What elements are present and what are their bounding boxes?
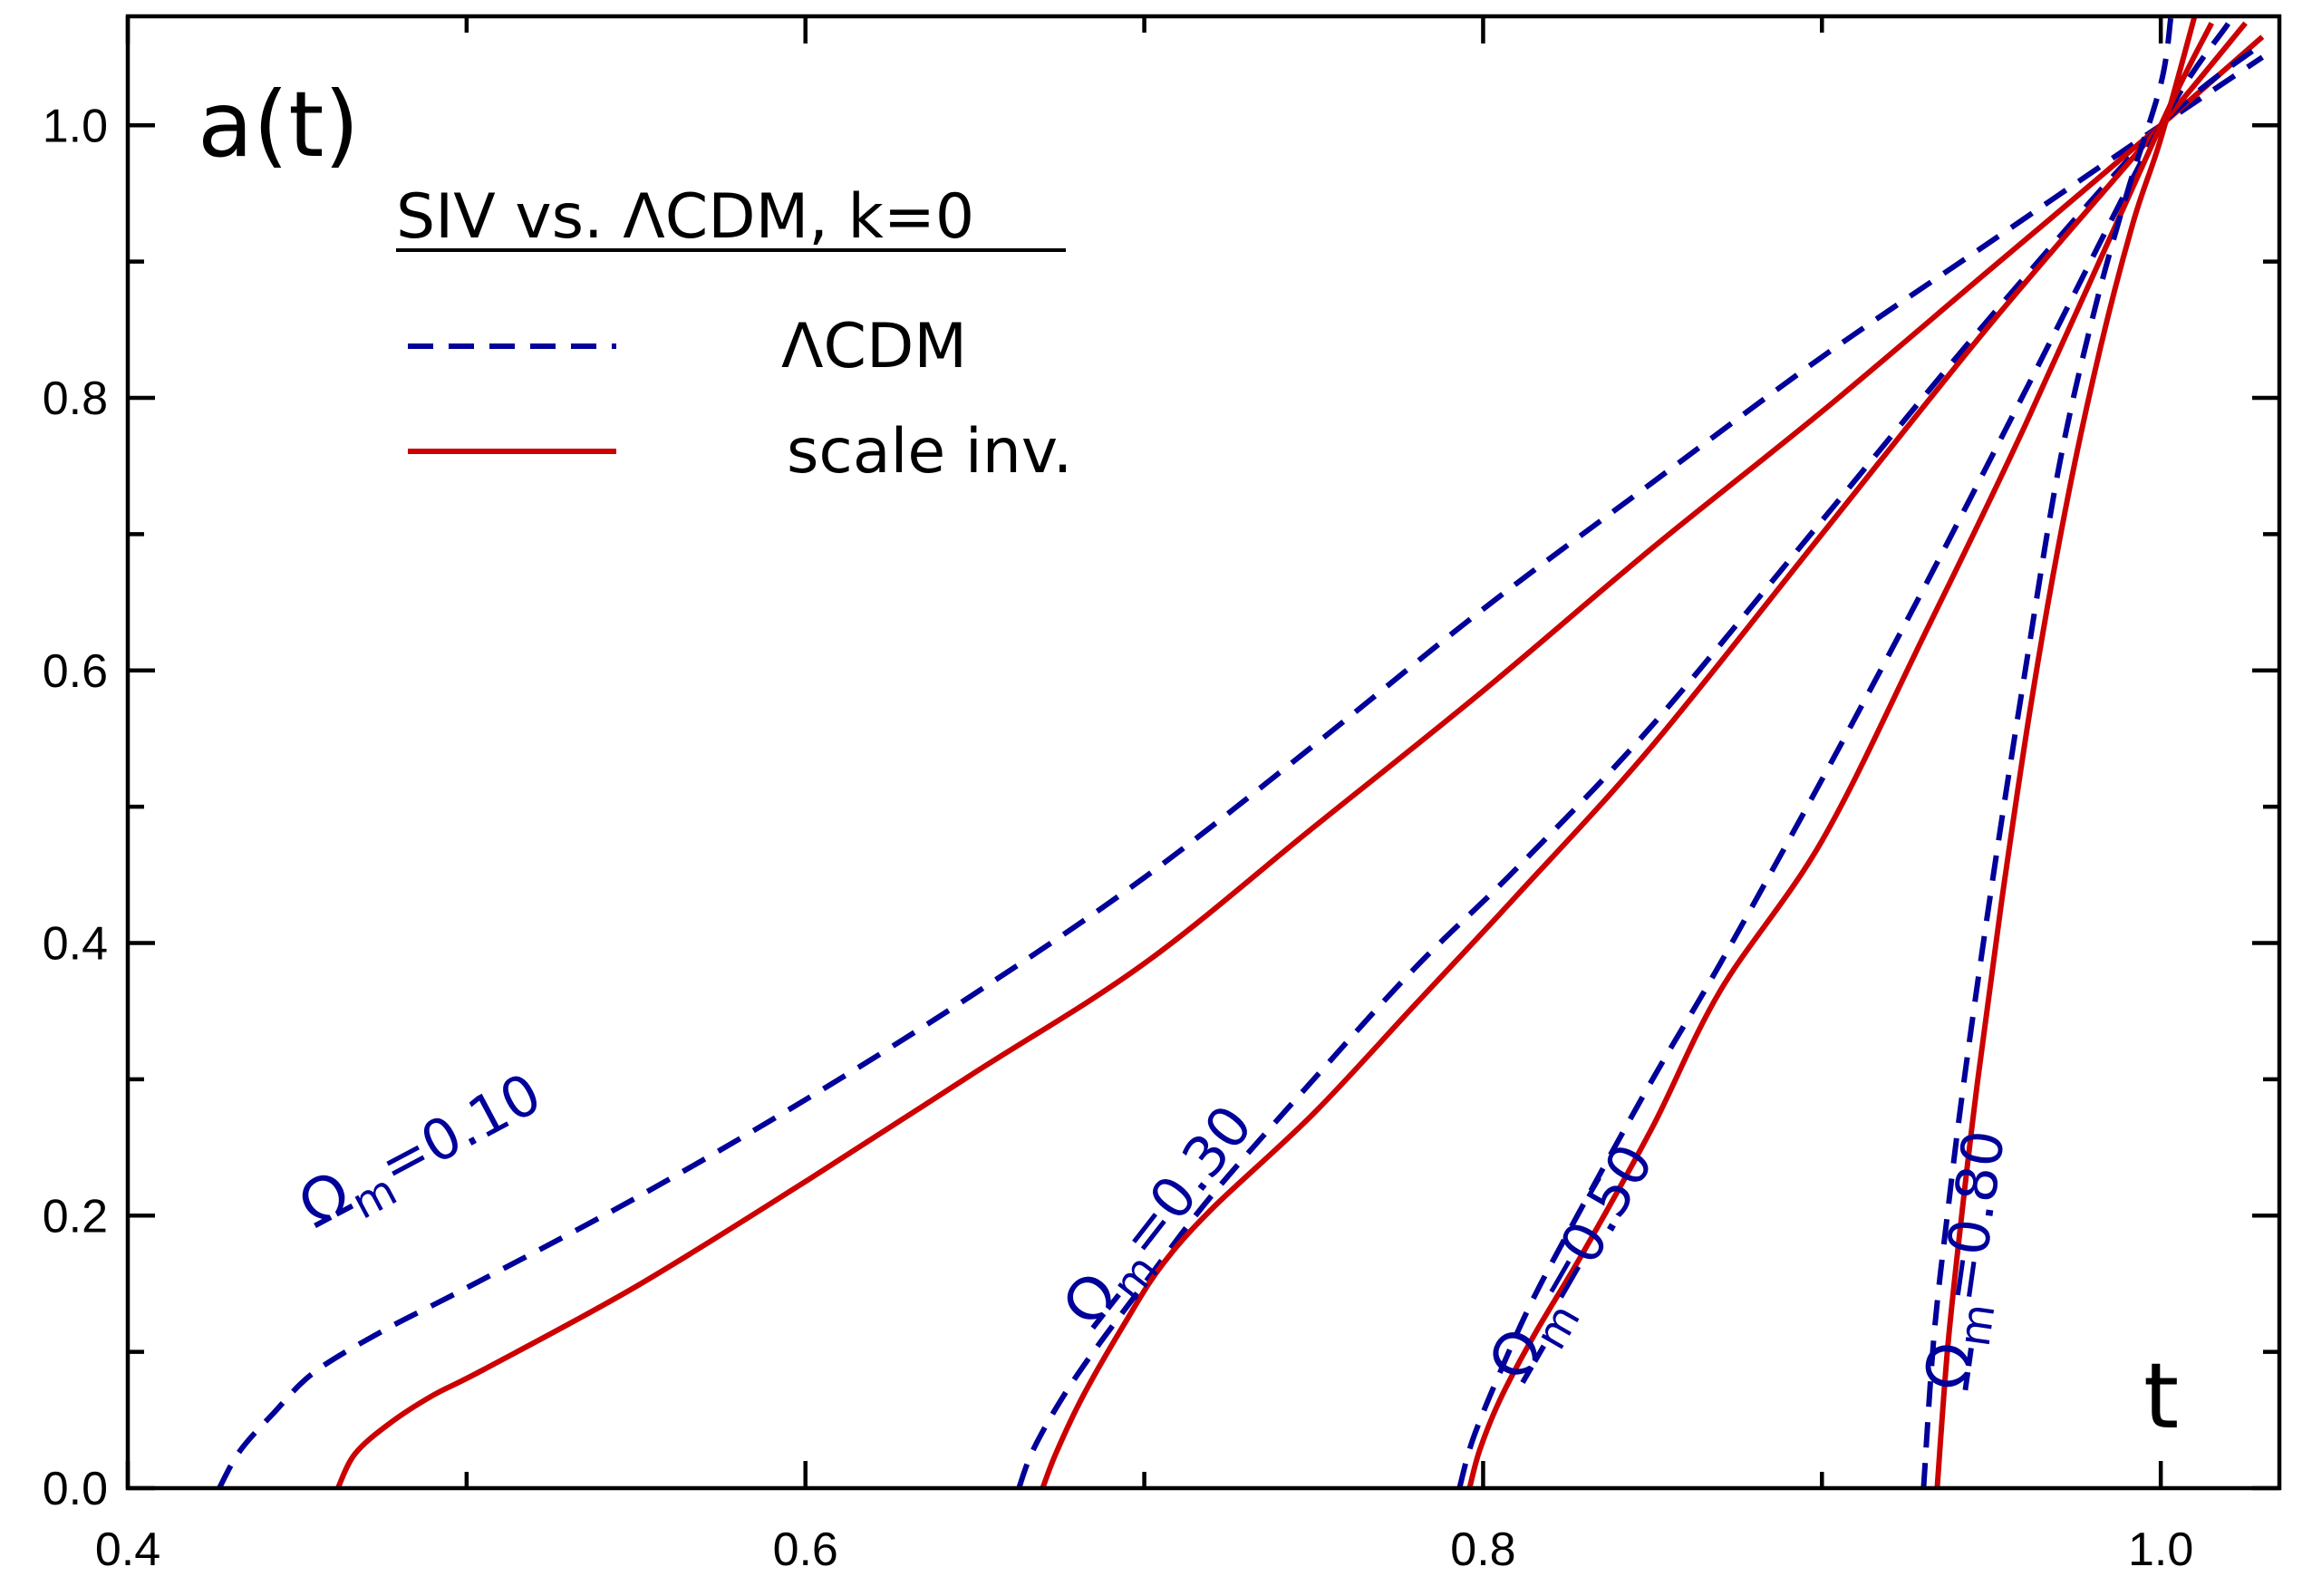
- x-tick-label: 1.0: [2128, 1523, 2193, 1576]
- curves-layer: [217, 16, 2265, 1488]
- legend-label-scale-inv: scale inv.: [787, 416, 1072, 488]
- y-tick-label: 1.0: [43, 100, 108, 152]
- y-tick-label: 0.2: [43, 1190, 108, 1243]
- lcdm-curve-omega-080: [1920, 16, 2174, 1488]
- tick-layer: [125, 16, 2279, 1491]
- x-tick-label: 0.4: [95, 1523, 160, 1576]
- x-tick-label: 0.6: [773, 1523, 838, 1576]
- y-tick-label: 0.8: [43, 372, 108, 425]
- curve-label-layer: Ωm=0.10 Ωm=0.30 Ωm=0.50 Ωm=0.80: [288, 1057, 2029, 1398]
- plot-frame: [125, 14, 2282, 1491]
- y-tick-label: 0.4: [43, 918, 108, 971]
- curve-label-omega-010: Ωm=0.10: [288, 1057, 557, 1252]
- lcdm-curve-omega-010: [217, 54, 2264, 1488]
- legend-label-lcdm: ΛCDM: [781, 311, 967, 382]
- legend-title: SIV vs. ΛCDM, k=0: [396, 181, 974, 253]
- curve-label-omega-030: Ωm=0.30: [1050, 1090, 1275, 1347]
- y-axis-label: a(t): [198, 72, 360, 178]
- curve-label-omega-080: Ωm=0.80: [1912, 1126, 2029, 1396]
- x-tick-label: 0.8: [1450, 1523, 1515, 1576]
- x-axis-label: t: [2143, 1343, 2179, 1449]
- scale-inv-curve-omega-010: [335, 34, 2265, 1488]
- scale-inv-curve-omega-080: [1934, 16, 2198, 1488]
- tick-label-layer: 0.4 0.6 0.8 1.0 0.0 0.2 0.4 0.6 0.8 1.0: [43, 100, 2194, 1576]
- y-tick-label: 0.0: [43, 1463, 108, 1515]
- lcdm-curve-omega-050: [1456, 21, 2231, 1488]
- lcdm-curve-omega-030: [1016, 41, 2265, 1488]
- scale-inv-curve-omega-050: [1466, 22, 2214, 1488]
- scale-inv-curve-omega-030: [1040, 21, 2248, 1488]
- legend: SIV vs. ΛCDM, k=0 ΛCDM scale inv.: [396, 181, 1072, 488]
- y-tick-label: 0.6: [43, 645, 108, 698]
- curve-label-omega-050: Ωm=0.50: [1475, 1131, 1677, 1398]
